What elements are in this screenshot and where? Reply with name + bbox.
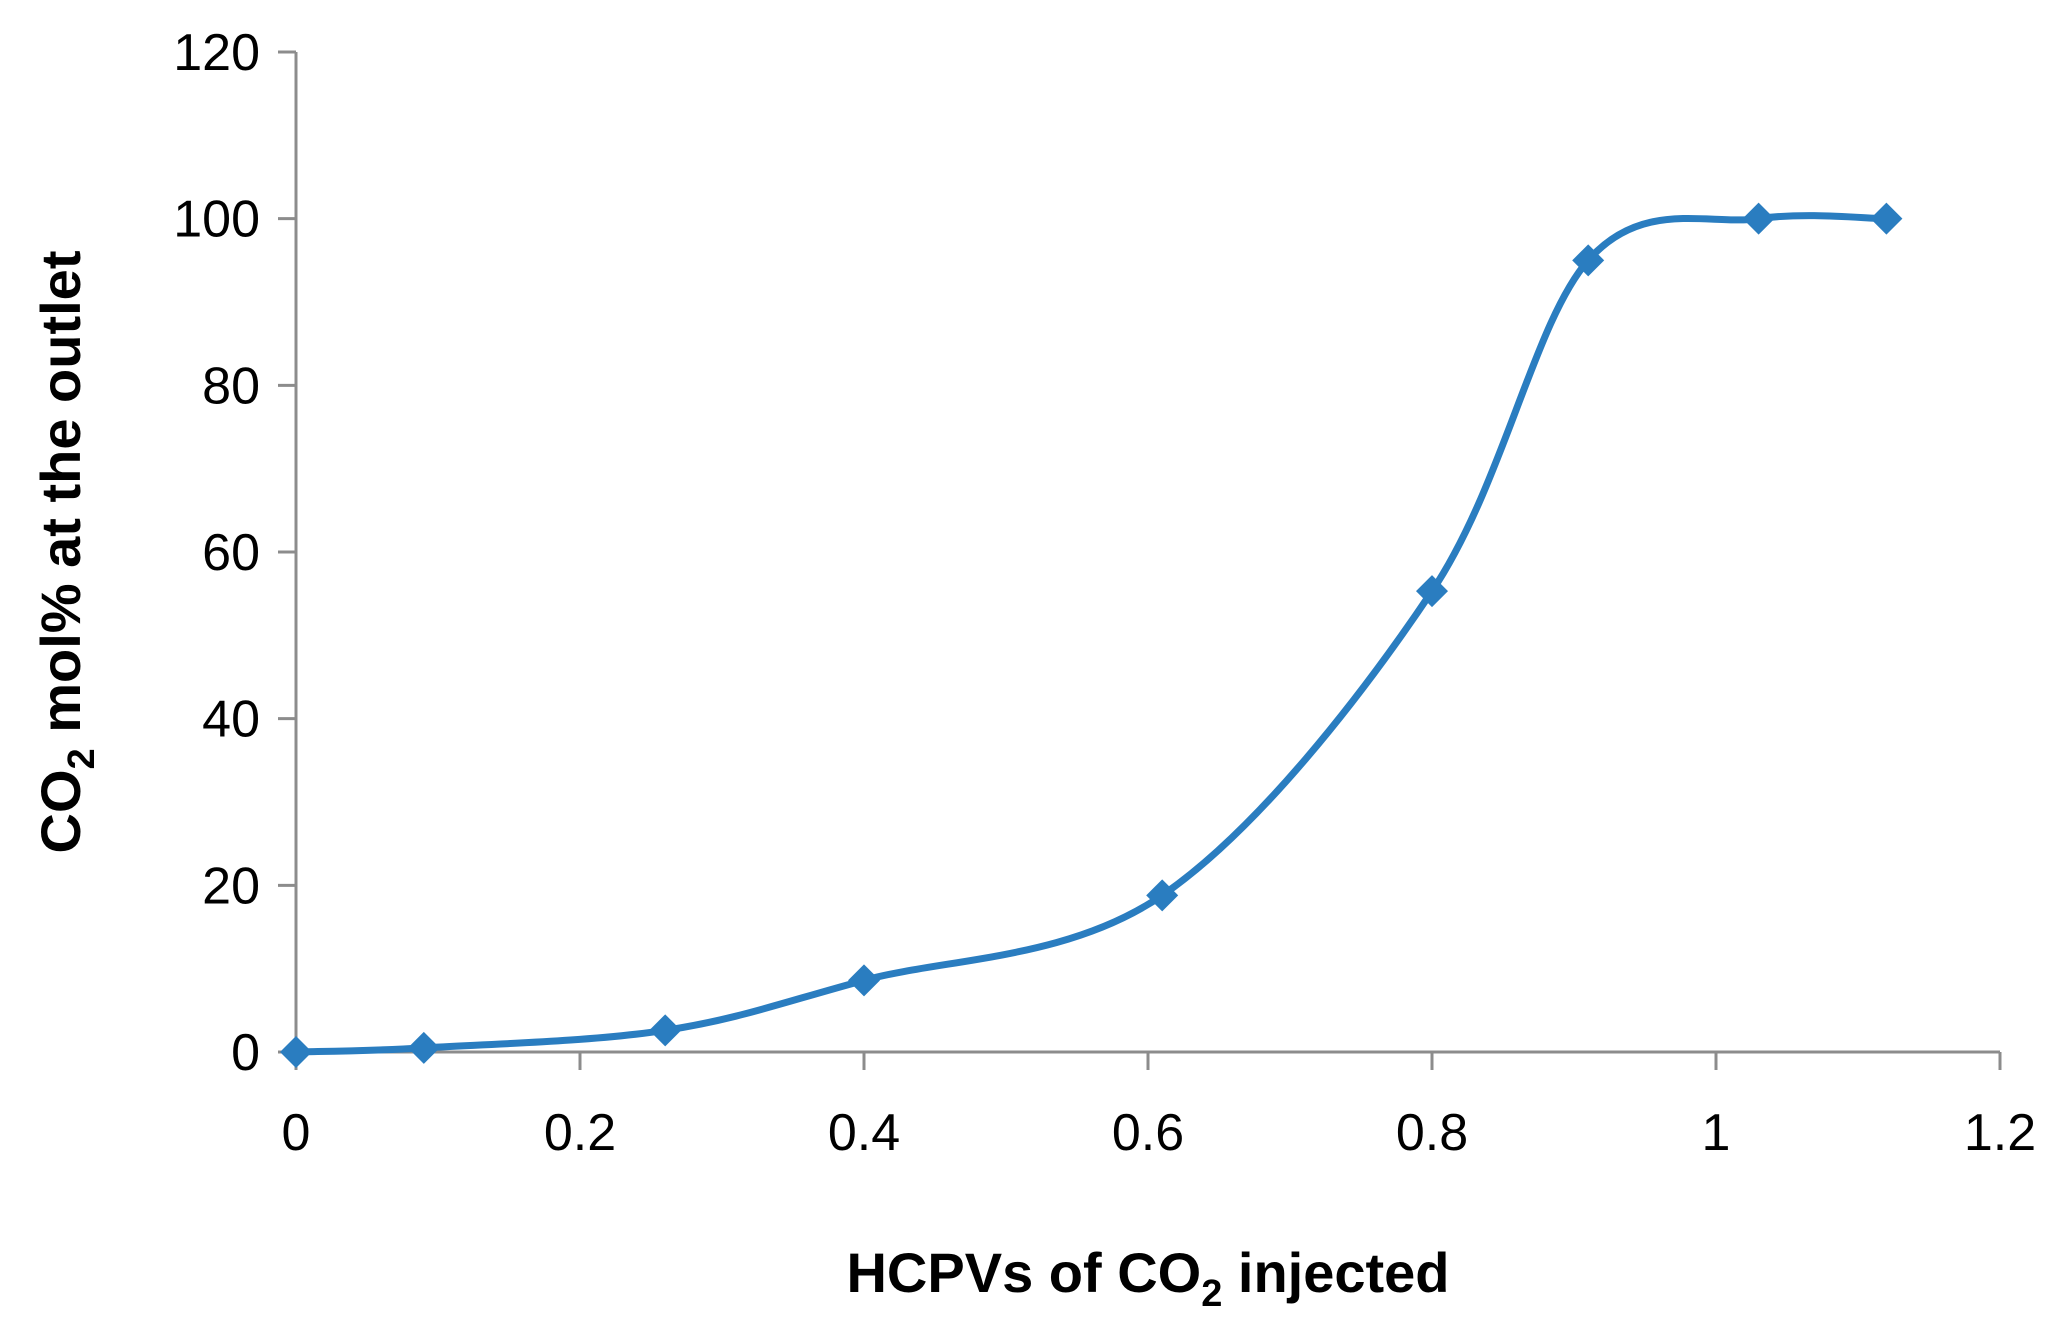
data-point-marker xyxy=(1870,202,1903,235)
x-ticks: 0 0.2 0.4 0.6 0.8 1 1.2 xyxy=(282,1052,2036,1162)
x-tick-label: 0.8 xyxy=(1396,1104,1468,1162)
y-axis-title-suffix: mol% at the outlet xyxy=(29,251,92,749)
y-tick-label: 100 xyxy=(173,191,260,249)
y-axis-title-prefix: CO xyxy=(29,769,92,853)
series-line xyxy=(292,212,1890,1056)
x-tick-label: 0 xyxy=(282,1104,311,1162)
y-tick-label: 0 xyxy=(231,1024,260,1082)
data-point-marker xyxy=(1146,879,1179,912)
x-axis-title: HCPVs of CO2 injected xyxy=(846,1241,1449,1315)
y-tick-label: 40 xyxy=(202,691,260,749)
y-axis-title: CO2 mol% at the outlet xyxy=(29,251,103,854)
data-point-marker xyxy=(1572,244,1605,277)
y-tick-label: 80 xyxy=(202,357,260,415)
y-ticks: 0 20 40 60 80 100 120 xyxy=(173,24,296,1082)
series-layer xyxy=(280,202,1903,1068)
x-axis-title-subscript: 2 xyxy=(1201,1273,1222,1315)
x-axis-title-prefix: HCPVs of CO xyxy=(846,1241,1201,1304)
data-point-marker xyxy=(1416,575,1448,608)
data-point-marker xyxy=(649,1014,682,1047)
y-tick-label: 120 xyxy=(173,24,260,82)
x-tick-label: 0.4 xyxy=(828,1104,900,1162)
data-point-marker xyxy=(1742,202,1775,235)
x-tick-label: 1 xyxy=(1702,1104,1731,1162)
y-tick-label: 20 xyxy=(202,857,260,915)
x-tick-label: 1.2 xyxy=(1964,1104,2036,1162)
data-point-marker xyxy=(848,964,880,997)
x-tick-label: 0.2 xyxy=(544,1104,616,1162)
data-point-marker xyxy=(280,1036,312,1068)
x-tick-label: 0.6 xyxy=(1112,1104,1184,1162)
data-point-marker xyxy=(407,1031,440,1064)
y-axis-title-subscript: 2 xyxy=(61,748,103,769)
y-tick-label: 60 xyxy=(202,524,260,582)
x-axis-title-suffix: injected xyxy=(1222,1241,1449,1304)
